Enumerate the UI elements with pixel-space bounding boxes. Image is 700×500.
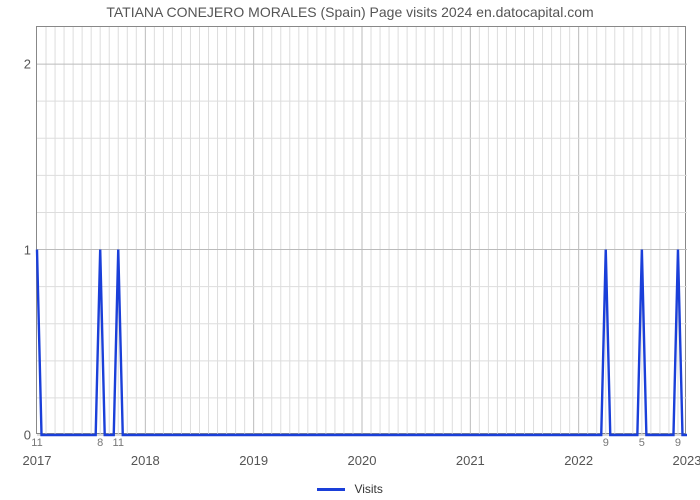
x-tick-label: 2019 [239,453,268,468]
x-point-label: 9 [603,437,609,449]
x-point-label: 9 [675,437,681,449]
x-point-label: 11 [113,437,124,449]
legend: Visits [0,481,700,496]
visits-series-line [37,250,687,435]
x-point-label: 8 [97,437,103,449]
x-point-label: 5 [639,437,645,449]
x-tick-label: 2018 [131,453,160,468]
x-tick-label: 2022 [564,453,593,468]
legend-swatch [317,488,345,491]
x-tick-label: 2017 [23,453,52,468]
plot-area: 012201720182019202020212022202311811959 [36,26,686,434]
y-tick-label: 0 [24,428,31,443]
x-tick-label: 2021 [456,453,485,468]
chart-title: TATIANA CONEJERO MORALES (Spain) Page vi… [0,4,700,20]
x-point-label: 11 [31,437,42,449]
x-tick-label: 2023 [673,453,700,468]
x-tick-label: 2020 [348,453,377,468]
y-tick-label: 1 [24,242,31,257]
chart-container: TATIANA CONEJERO MORALES (Spain) Page vi… [0,0,700,500]
series-layer [37,27,687,435]
legend-label: Visits [354,482,382,496]
y-tick-label: 2 [24,57,31,72]
